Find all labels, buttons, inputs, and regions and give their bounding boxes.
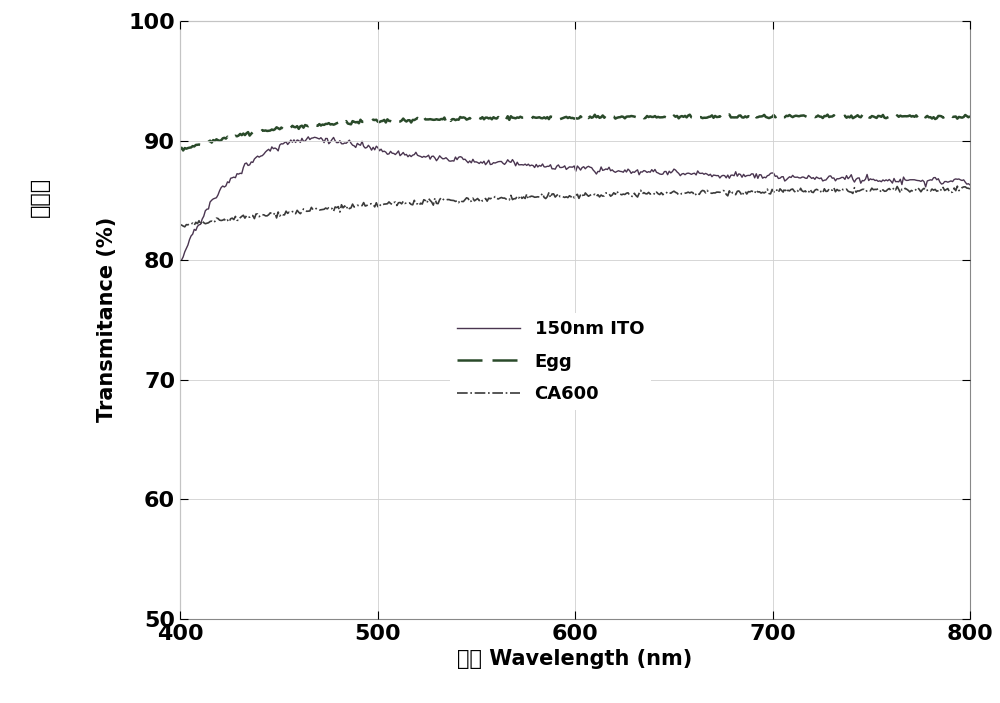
Line: 150nm ITO: 150nm ITO [180,137,970,260]
CA600 [556,192,568,200]
CA600 [646,189,658,198]
150nm ITO [302,133,314,141]
Egg [964,112,976,120]
CA600 [603,190,615,198]
Egg [177,146,189,155]
Egg [825,112,837,121]
CA600 [947,188,959,196]
CA600 [174,221,186,229]
150nm ITO [551,162,563,170]
Legend: 150nm ITO, Egg, CA600: 150nm ITO, Egg, CA600 [450,313,651,411]
Egg [646,112,658,121]
CA600 [951,182,963,191]
Egg [174,145,186,153]
Egg [556,115,568,123]
Text: 透射率: 透射率 [30,176,50,217]
Egg [948,112,960,121]
CA600 [179,223,191,231]
Egg [603,113,615,122]
Line: Egg: Egg [180,115,970,150]
Y-axis label: Transmitance (%): Transmitance (%) [97,217,117,423]
CA600 [551,191,563,200]
150nm ITO [174,256,186,264]
Egg [776,110,788,119]
Egg [551,112,563,120]
CA600 [823,185,835,193]
X-axis label: 波长 Wavelength (nm): 波长 Wavelength (nm) [457,649,693,669]
150nm ITO [964,181,976,189]
150nm ITO [556,163,568,172]
150nm ITO [947,177,959,186]
CA600 [964,185,976,193]
150nm ITO [823,172,835,181]
Line: CA600: CA600 [180,186,970,227]
150nm ITO [603,163,615,172]
150nm ITO [646,165,658,174]
